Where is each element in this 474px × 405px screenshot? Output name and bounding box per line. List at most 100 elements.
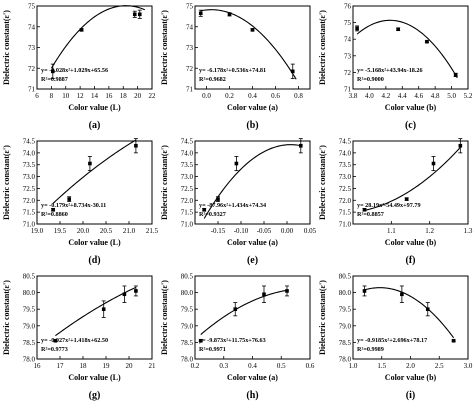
y-tick-label: 74.0 [23,149,36,157]
chart-svg: 1.0 1.5 2.0 2.5 3.0 78.0 78.5 79.0 79.5 80.0 80.5 C… [318,273,473,383]
x-tick-label: 21.5 [146,227,159,235]
x-tick-label: 20.0 [77,227,90,235]
x-tick-label: 4.2 [381,92,390,100]
x-tick-label: 17 [57,362,65,370]
fit-equation: y= -9.873x²+11.75x+76.63 [199,337,266,344]
y-tick-label: 72.0 [339,197,352,205]
chart-svg: 16 17 18 19 20 21 78.0 78.5 79.0 79.5 80.0 80.5 Colo… [2,273,156,383]
y-tick-label: 72 [186,65,194,73]
chart-svg: 0.2 0.3 0.4 0.5 0.6 78.0 78.5 79.0 79.5 80.0 80.5 C… [160,273,315,383]
y-tick-label: 74 [186,23,194,31]
chart-panel-9: 1.0 1.5 2.0 2.5 3.0 78.0 78.5 79.0 79.5 80.0 80.5 C… [316,270,474,405]
x-tick-label: 6 [35,92,39,100]
y-tick-label: 78.5 [23,339,36,347]
chart-panel-3: 3.8 4.0 4.2 4.4 4.6 4.8 5.0 5.2 71 72 73 74 75 76 Colo… [316,0,474,135]
x-axis-label: Color value (a) [227,103,278,112]
chart-panel-4: 19.0 19.5 20.0 20.5 21.0 21.5 71.0 71.5 72.0 72.5… [0,135,159,270]
panel-tag: (d) [88,255,101,266]
y-tick-label: 73.0 [339,173,352,181]
x-axis-label: Color value (b) [385,373,437,382]
y-axis-label: Dielectric constant(ε') [160,280,169,355]
x-tick-label: 8 [50,92,54,100]
y-tick-label: 79.0 [181,322,194,330]
y-axis-label: Dielectric constant(ε') [2,145,11,220]
chart-panel-5: -0.15 -0.10 -0.05 0.00 0.05 71.0 71.5 72.0 72.5 7… [158,135,317,270]
y-axis-label: Dielectric constant(ε') [318,145,327,220]
x-tick-label: 0.8 [294,92,303,100]
fit-r2: R²=0.9989 [357,346,384,353]
data-point [404,197,409,201]
y-axis-label: Dielectric constant(ε') [318,10,327,85]
x-tick-label: 14 [91,92,99,100]
data-point [101,307,106,311]
x-tick-label: 0.2 [225,92,234,100]
data-point [53,338,58,343]
chart-panel-7: 16 17 18 19 20 21 78.0 78.5 79.0 79.5 80.0 80.5 Colo… [0,270,158,405]
x-tick-label: 1.0 [349,362,358,370]
chart-svg: -0.15 -0.10 -0.05 0.00 0.05 71.0 71.5 72.0 72.5 7… [160,138,317,248]
chart-svg: 19.0 19.5 20.0 20.5 21.0 21.5 71.0 71.5 72.0 72.5… [2,138,159,248]
panel-tag: (c) [404,120,417,131]
data-point [198,11,203,16]
fit-equation: y= -6.178x²+0.536x+74.81 [199,67,266,74]
x-axis-label: Color value (b) [385,103,437,112]
y-tick-label: 72.5 [339,185,352,193]
y-tick-label: 73.5 [339,161,352,169]
y-tick-label: 71.5 [181,209,194,217]
x-tick-label: 3.0 [464,362,473,370]
y-tick-label: 72 [28,65,36,73]
y-tick-label: 74 [344,36,352,44]
x-tick-label: 1.1 [387,227,396,235]
data-point [51,69,55,74]
fit-curve [50,5,146,69]
y-tick-label: 74.5 [339,138,352,146]
chart-svg: 6 8 10 12 14 16 18 20 22 71 72 73 74 75 Color value (L… [2,3,156,113]
fit-curve [200,9,297,80]
panel-tag: (g) [88,390,101,401]
y-tick-label: 72.5 [181,185,194,193]
chart-panel-8: 0.2 0.3 0.4 0.5 0.6 78.0 78.5 79.0 79.5 80.0 80.5 C… [158,270,316,405]
y-tick-label: 73.0 [181,173,194,181]
data-point [400,292,404,297]
data-point [132,12,137,17]
y-tick-label: 71.0 [23,221,36,229]
y-axis-label: Dielectric constant(ε') [318,280,327,355]
data-point [451,338,456,343]
data-point [51,207,55,212]
y-tick-label: 74 [28,23,36,31]
panel-tag: (b) [246,120,259,131]
y-tick-label: 71.0 [181,221,194,229]
fit-r2: R²=0.9682 [199,76,226,83]
data-point [79,28,84,32]
x-tick-label: 0.3 [219,362,228,370]
x-tick-label: -0.15 [211,227,226,235]
fit-equation: y= 28.19x²-54.49x+97.79 [357,202,421,209]
y-tick-label: 74.5 [23,138,36,146]
x-tick-label: 0.0 [202,92,211,100]
chart-svg: 0.0 0.2 0.4 0.6 0.8 71 72 73 74 75 Color value (a)… [160,3,311,112]
x-tick-label: 10 [62,92,70,100]
plot-frame [352,5,469,90]
x-axis-label: Color value (a) [227,373,278,382]
y-tick-label: 71.5 [23,209,36,217]
data-point [355,26,359,31]
x-tick-label: 16 [105,92,113,100]
panel-tag: (f) [405,255,416,266]
x-tick-label: 1.2 [425,227,434,235]
y-tick-label: 80.0 [181,289,194,297]
y-tick-label: 75 [186,3,194,11]
x-tick-label: 3.8 [349,92,358,100]
y-tick-label: 78.5 [181,339,194,347]
y-tick-label: 74.0 [181,149,194,157]
x-tick-label: 0.5 [277,362,286,370]
x-tick-label: 20 [126,362,134,370]
fit-r2: R²=0.9887 [41,76,68,83]
x-axis-label: Color value (L) [68,238,121,247]
x-tick-label: 19.5 [54,227,67,235]
fit-curve [356,19,458,79]
fit-equation: y= -87.96x²+1.434x+74.34 [199,202,266,209]
fit-equation: y= -0.028x²+1.029x+65.56 [41,67,108,74]
data-point [134,143,138,148]
fit-curve [52,139,137,204]
